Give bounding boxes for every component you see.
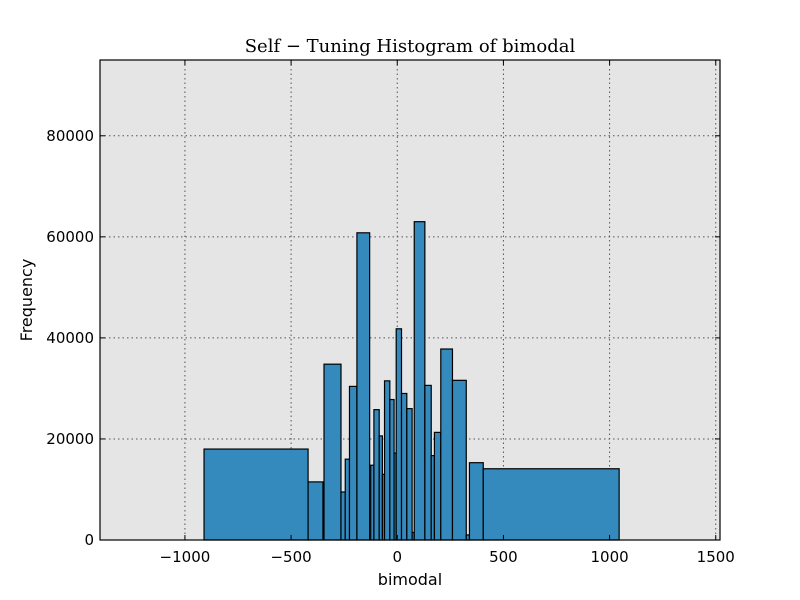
x-tick-label: −500 [270, 548, 311, 566]
grid-lines [100, 60, 720, 540]
histogram-bar [433, 431, 442, 541]
chart-title: Self − Tuning Histogram of bimodal [245, 36, 576, 57]
histogram-bar [400, 392, 408, 541]
histogram-bar [323, 363, 342, 541]
histogram-bar [340, 491, 346, 541]
histogram-bar [413, 221, 426, 541]
histogram-bar [440, 348, 454, 541]
histogram-bar [307, 481, 324, 541]
histogram-bar [389, 398, 395, 541]
x-axis-label: bimodal [378, 570, 442, 589]
histogram-bar [451, 379, 467, 541]
histogram-bars [203, 221, 620, 541]
histogram-bar [348, 385, 358, 541]
histogram-bar [203, 448, 309, 541]
histogram-bar [468, 462, 484, 541]
x-tick-label: 0 [392, 548, 402, 566]
histogram-bar [373, 409, 380, 541]
x-tick-label: 500 [489, 548, 518, 566]
histogram-bar [424, 384, 432, 541]
x-tick-labels: −1000 −500 0 500 1000 1500 [160, 548, 735, 566]
y-tick-label: 0 [84, 531, 94, 549]
histogram-bar [383, 380, 391, 541]
y-tick-label: 40000 [46, 329, 94, 347]
plot-frame [99, 59, 721, 541]
histogram-bar [356, 232, 371, 541]
y-tick-labels: 0 20000 40000 60000 80000 [46, 127, 94, 549]
histogram-bar [482, 468, 620, 541]
y-axis-label: Frequency [17, 259, 36, 342]
y-tick-label: 60000 [46, 228, 94, 246]
y-tick-label: 80000 [46, 127, 94, 145]
histogram-bar [344, 458, 351, 541]
histogram-bar [406, 408, 413, 541]
y-tick-label: 20000 [46, 430, 94, 448]
x-tick-label: 1000 [590, 548, 628, 566]
histogram-bar [395, 328, 403, 541]
x-tick-label: −1000 [160, 548, 211, 566]
x-tick-label: 1500 [697, 548, 735, 566]
